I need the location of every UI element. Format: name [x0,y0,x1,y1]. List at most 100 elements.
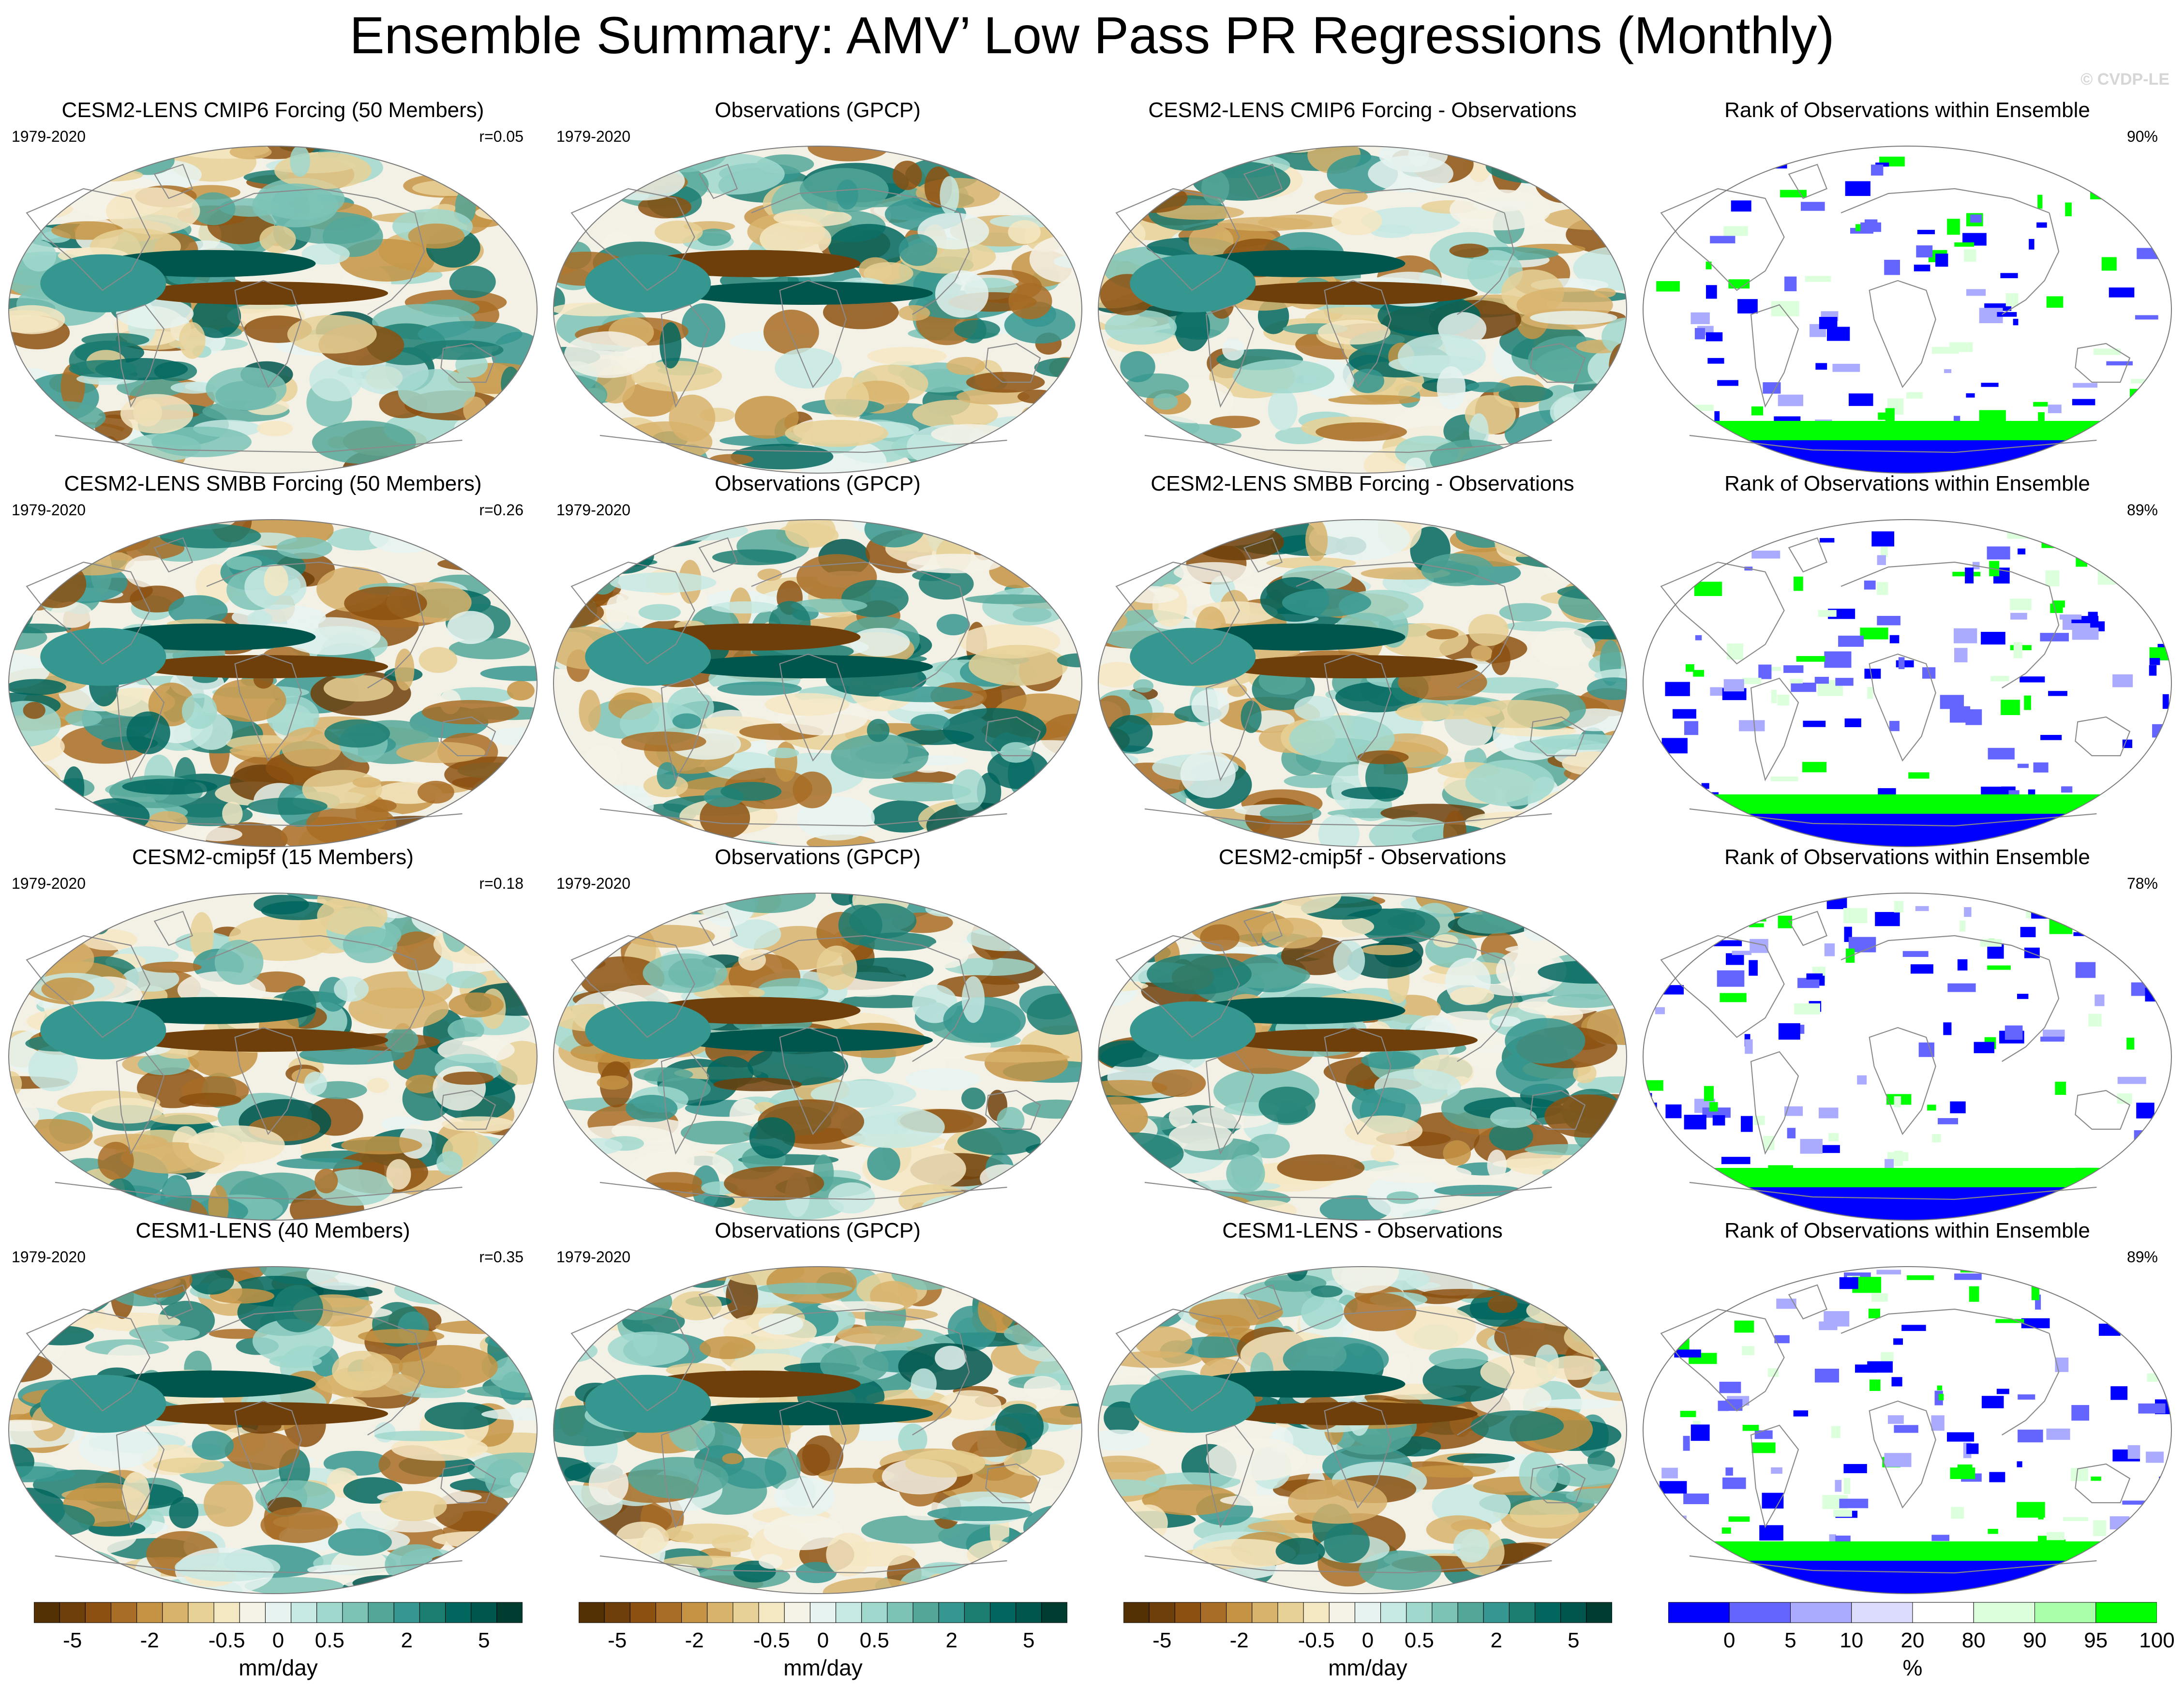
colorbar-swatch [1041,1602,1067,1623]
colorbar-swatch [1973,1602,2035,1623]
colorbar-swatch [861,1602,888,1623]
colorbar-swatch [1406,1602,1433,1623]
coastlines [26,1284,496,1574]
map-field [1098,1267,1627,1594]
diff-map [1098,1266,1627,1594]
colorbar-swatch [604,1602,630,1623]
figure-title: Ensemble Summary: AMV’ Low Pass PR Regre… [349,6,1835,64]
rank-map [1643,893,2172,1221]
colorbar-swatch [1149,1602,1175,1623]
colorbar-tick-label: 5 [1568,1628,1580,1652]
panel-title: CESM2-LENS SMBB Forcing (50 Members) [64,472,482,495]
colorbar-swatch [2034,1602,2096,1623]
colorbar-swatch [1252,1602,1278,1623]
colorbar-swatch [110,1602,137,1623]
coastlines [1660,1284,2131,1574]
colorbar-swatch [655,1602,682,1623]
colorbar-swatch [1535,1602,1561,1623]
colorbar-swatch [1457,1602,1484,1623]
colorbar-tick-label: -0.5 [208,1628,245,1652]
colorbar-swatch [291,1602,317,1623]
colorbar-swatch [188,1602,214,1623]
colorbar-swatch [445,1602,472,1623]
map-outline [8,146,538,474]
years-label: 1979-2020 [12,1248,86,1266]
years-label: 1979-2020 [556,1248,631,1266]
colorbar-swatch [707,1602,733,1623]
map-outline [1643,146,2172,474]
colorbar-tick-label: -0.5 [1298,1628,1335,1652]
map-outline [553,519,1082,847]
colorbar-swatch [316,1602,343,1623]
colorbar-tick-label: 2 [945,1628,958,1652]
pr-colorbar-model: mm/day -5 -2 -0.5 0 0.5 2 5 [34,1600,523,1683]
rank-colorbar: % 0 5 10 20 80 90 95 100 [1668,1600,2175,1683]
colorbar-swatch [471,1602,497,1623]
colorbar-swatch [368,1602,394,1623]
coastlines [1115,911,1586,1200]
colorbar-swatch [681,1602,708,1623]
map-outline [553,146,1082,474]
colorbar-swatch [213,1602,240,1623]
pattern-correlation: r=0.18 [479,875,524,892]
coastlines [26,537,496,827]
colorbar-tick-label: 5 [1784,1628,1796,1652]
diff-map [1098,146,1627,474]
panel-obs-row2: Observations (GPCP) 1979-2020 [545,470,1091,847]
colorbar-swatch [1483,1602,1510,1623]
colorbar-tick-label: 90 [2023,1628,2047,1652]
map-field [553,1267,1082,1594]
rank-percent: 89% [2126,501,2158,519]
colorbar-tick-label: 95 [2084,1628,2108,1652]
colorbar-swatch [1016,1602,1042,1623]
coastlines [1115,537,1586,827]
years-label: 1979-2020 [12,128,86,145]
coastlines [570,537,1041,827]
map-outline [1098,893,1627,1221]
map-outline [1643,1266,2172,1594]
panel-title: CESM1-LENS (40 Members) [135,1219,410,1242]
colorbar-tick-label: -2 [140,1628,159,1652]
colorbar-tick-label: 0.5 [859,1628,889,1652]
rank-percent: 78% [2126,875,2158,892]
colorbar-swatch [836,1602,862,1623]
pattern-correlation: r=0.26 [479,501,524,519]
colorbar-swatch [1303,1602,1330,1623]
colorbar-swatch [809,1602,837,1623]
colorbar-tick-label: -5 [608,1628,627,1652]
obs-map [553,893,1082,1221]
colorbar-units: mm/day [783,1655,863,1680]
pattern-correlation: r=0.05 [479,128,524,145]
panel-title: Observations (GPCP) [715,845,921,869]
map-outline [1643,519,2172,847]
colorbar-swatch [733,1602,759,1623]
map-field [9,520,537,847]
map-outline [553,893,1082,1221]
panel-title: CESM2-LENS SMBB Forcing - Observations [1151,472,1574,495]
map-field [9,893,537,1220]
panel-obs-row1: Observations (GPCP) 1979-2020 [545,97,1091,474]
coastlines [26,911,496,1200]
colorbar-swatch [579,1602,605,1623]
colorbar-swatch [1277,1602,1304,1623]
coastlines [570,911,1041,1200]
colorbar-swatch [1560,1602,1587,1623]
colorbar-swatch [1354,1602,1381,1623]
colorbar-swatch [162,1602,189,1623]
colorbar-tick-label: 100 [2139,1628,2175,1652]
colorbar-swatch [912,1602,939,1623]
model-map [8,1266,538,1594]
map-field [553,146,1082,473]
colorbar-swatch [265,1602,292,1623]
panel-title: CESM2-LENS CMIP6 Forcing (50 Members) [61,98,484,122]
map-outline [553,1266,1082,1594]
panel-obs-row4: Observations (GPCP) 1979-2020 [545,1217,1091,1594]
colorbar-swatches [1668,1602,2157,1623]
panel-title: CESM2-cmip5f (15 Members) [132,845,414,869]
panel-title: Rank of Observations within Ensemble [1724,98,2090,122]
map-field [1643,1267,2171,1594]
obs-map [553,146,1082,474]
colorbar-swatch [1729,1602,1791,1623]
colorbar-swatch [1123,1602,1150,1623]
map-outline [8,1266,538,1594]
